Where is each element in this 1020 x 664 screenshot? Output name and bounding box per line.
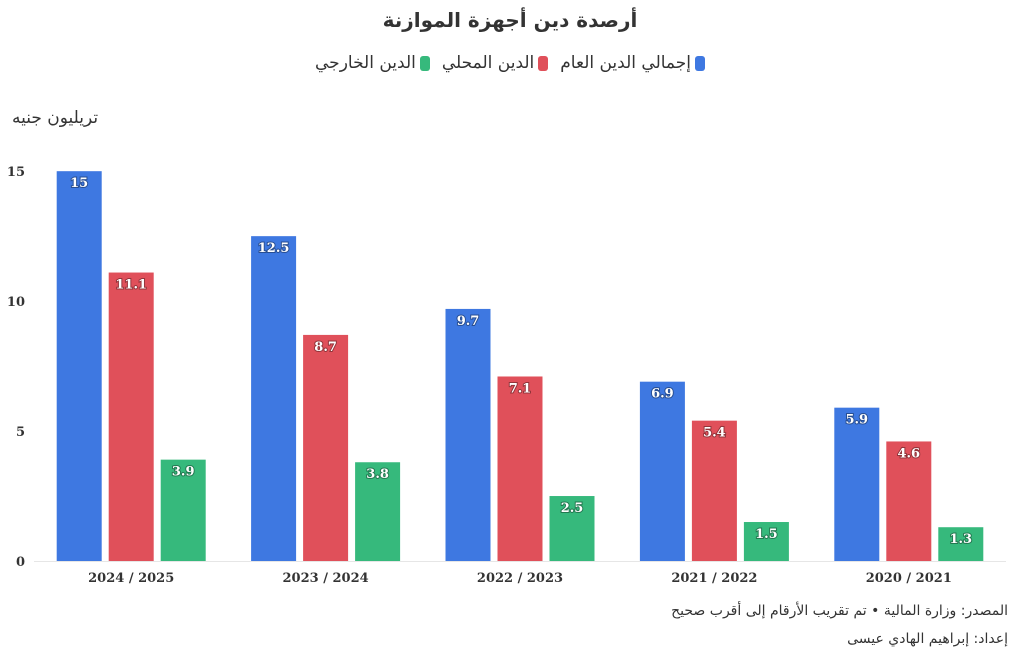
bar-value-label: 7.1 (509, 381, 532, 396)
bar (549, 496, 595, 561)
y-tick-label: 15 (7, 165, 25, 180)
y-axis-unit-label: تريليون جنيه (12, 108, 99, 128)
legend-label-domestic-debt: الدين المحلي (441, 53, 535, 73)
bar-value-label: 1.3 (949, 532, 972, 547)
bar-value-label: 8.7 (314, 340, 337, 355)
bar (56, 171, 102, 561)
y-tick-label: 0 (16, 555, 25, 570)
bar-value-label: 5.9 (845, 413, 868, 428)
legend-swatch-total-debt (695, 55, 705, 71)
bar-value-label: 9.7 (457, 314, 480, 329)
bar (834, 407, 880, 561)
bar-value-label: 12.5 (258, 241, 290, 256)
credit-note: إعداد: إبراهيم الهادي عيسى (847, 631, 1008, 647)
legend-label-external-debt: الدين الخارجي (315, 53, 416, 73)
bar-value-label: 2.5 (561, 501, 584, 516)
bar-value-label: 4.6 (897, 446, 920, 461)
bar (639, 381, 685, 561)
bar (251, 236, 297, 561)
x-tick-label: 2022 / 2023 (477, 571, 563, 586)
x-tick-label: 2020 / 2021 (866, 571, 952, 586)
bar (445, 308, 491, 561)
legend-swatch-external-debt (419, 55, 430, 71)
bar-value-label: 11.1 (115, 278, 147, 293)
bar-value-label: 3.8 (366, 467, 389, 482)
y-tick-label: 5 (16, 425, 25, 440)
chart-legend: إجمالي الدين العام الدين المحلي الدين ال… (0, 53, 1020, 73)
legend-item-domestic-debt[interactable]: الدين المحلي (441, 53, 549, 73)
x-tick-label: 2024 / 2025 (88, 571, 174, 586)
bar (497, 376, 543, 561)
legend-label-total-debt: إجمالي الدين العام (560, 53, 691, 73)
y-tick-label: 10 (7, 295, 25, 310)
bar-value-label: 1.5 (755, 527, 778, 542)
bar (938, 527, 984, 561)
chart-title: أرصدة دين أجهزة الموازنة (382, 8, 638, 32)
bar (303, 334, 349, 561)
bar (691, 420, 737, 561)
legend-item-external-debt[interactable]: الدين الخارجي (315, 53, 430, 73)
source-note: المصدر: وزارة المالية • تم تقريب الأرقام… (671, 603, 1008, 619)
bar (108, 272, 154, 561)
legend-swatch-domestic-debt (538, 55, 549, 71)
bar (743, 522, 789, 561)
bar-value-label: 3.9 (172, 465, 195, 480)
x-tick-label: 2021 / 2022 (671, 571, 757, 586)
bar-value-label: 6.9 (651, 387, 674, 402)
legend-item-total-debt[interactable]: إجمالي الدين العام (560, 53, 705, 73)
bar-value-label: 15 (70, 176, 88, 191)
bar (355, 462, 401, 561)
bar (886, 441, 932, 561)
x-tick-label: 2023 / 2024 (283, 571, 369, 586)
bar-value-label: 5.4 (703, 426, 726, 441)
bar (160, 459, 206, 561)
